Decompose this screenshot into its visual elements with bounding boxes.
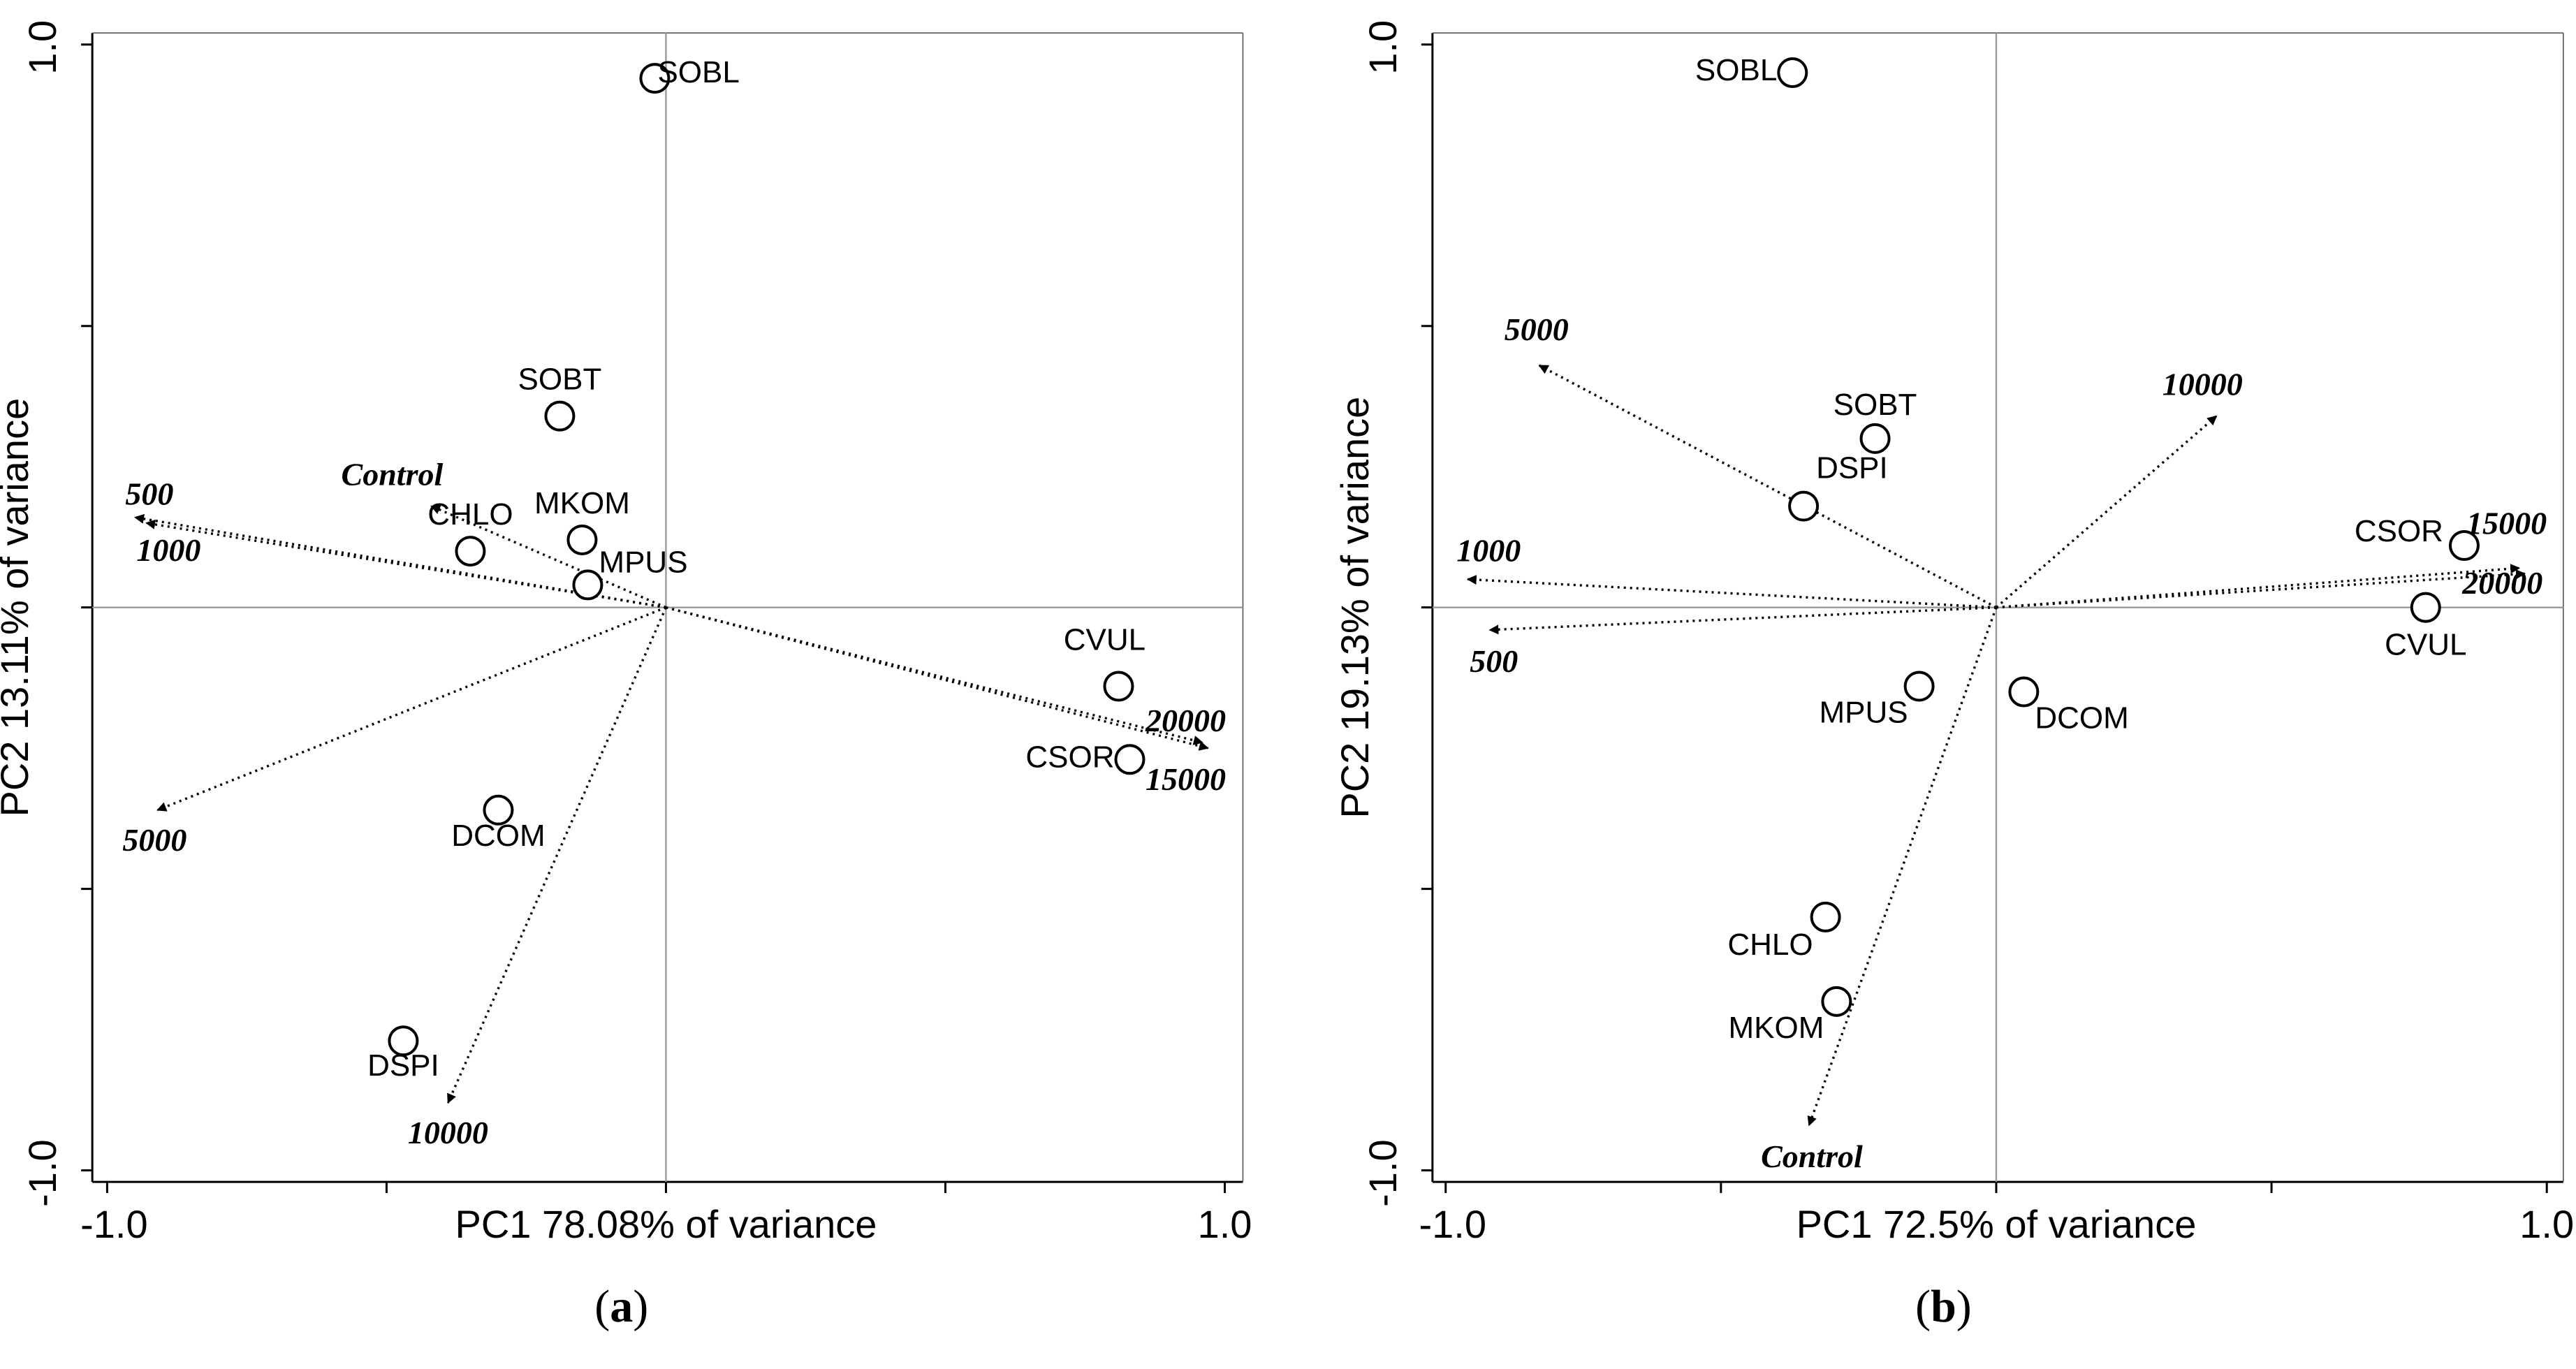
species-point-chlo: [455, 536, 486, 567]
vector-arrow-15000: [666, 606, 1203, 745]
species-point-sobl: [1777, 57, 1808, 89]
species-point-sobt: [1859, 423, 1891, 454]
y-tick-label: -1.0: [1361, 1139, 1405, 1207]
vector-arrow-15000: [1996, 569, 2526, 609]
species-label-chlo: CHLO: [1727, 928, 1813, 962]
species-label-dspi: DSPI: [1816, 451, 1888, 485]
vector-arrow-20000: [666, 606, 1209, 751]
panel-a-biplot: -1.0 1.0 -1.0 1.0 PC1 78.08% of variance PC2 …: [0, 20, 1252, 1332]
species-label-dspi: DSPI: [367, 1048, 439, 1083]
species-label-sobl: SOBL: [657, 55, 739, 89]
vector-label-500: 500: [125, 476, 173, 512]
vector-arrow-5000: [156, 606, 667, 812]
species-point-mpus: [1903, 671, 1935, 702]
species-label-csor: CSOR: [1025, 740, 1114, 774]
species-point-mpus: [572, 569, 603, 601]
species-label-mkom: MKOM: [1728, 1011, 1824, 1045]
vector-label-10000: 10000: [408, 1115, 488, 1150]
vector-arrow-1000: [1466, 575, 1997, 609]
species-point-sobt: [544, 400, 576, 432]
vector-arrow-control: [430, 505, 667, 609]
species-point-mkom: [566, 524, 598, 555]
y-axis-title: PC2 13.11% of variance: [0, 398, 36, 817]
panel-letter: (a): [594, 1281, 648, 1332]
species-label-dcom: DCOM: [2035, 701, 2128, 735]
panel-b-biplot: -1.0 1.0 -1.0 1.0 PC1 72.5% of variance PC2 1…: [1333, 20, 2574, 1332]
vector-arrow-10000: [1995, 415, 2218, 608]
species-point-dspi: [1788, 490, 1820, 522]
species-point-mkom: [1821, 986, 1852, 1017]
x-axis-title: PC1 78.08% of variance: [455, 1202, 877, 1246]
vector-arrow-5000: [1538, 364, 1997, 609]
species-label-dcom: DCOM: [451, 819, 545, 853]
species-point-cvul: [1103, 671, 1134, 702]
vector-arrow-500: [1488, 606, 1997, 635]
x-axis-title: PC1 72.5% of variance: [1796, 1202, 2197, 1246]
vector-label-5000: 5000: [1505, 312, 1569, 347]
y-tick-label: 1.0: [20, 20, 64, 75]
vector-label-15000: 15000: [1146, 761, 1226, 797]
vector-label-1000: 1000: [1456, 532, 1521, 568]
species-point-csor: [2448, 530, 2480, 562]
x-tick-label: -1.0: [80, 1202, 148, 1246]
vector-arrow-20000: [1996, 564, 2521, 609]
x-tick-label: 1.0: [2519, 1202, 2574, 1246]
vector-label-15000: 15000: [2466, 505, 2547, 541]
y-tick-label: 1.0: [1361, 20, 1405, 75]
panel-letter: (b): [1915, 1281, 1972, 1332]
species-point-csor: [1114, 744, 1146, 775]
vector-label-10000: 10000: [2162, 367, 2243, 402]
species-label-mpus: MPUS: [1819, 695, 1908, 729]
species-point-dspi: [388, 1025, 419, 1057]
species-point-cvul: [2410, 592, 2441, 623]
vector-arrow-10000: [446, 606, 667, 1104]
species-point-dcom: [2008, 676, 2040, 708]
species-label-cvul: CVUL: [1064, 622, 1146, 657]
y-axis-title: PC2 19.13% of variance: [1333, 397, 1377, 819]
species-label-sobl: SOBL: [1695, 53, 1777, 87]
species-label-chlo: CHLO: [427, 497, 513, 532]
vector-label-1000: 1000: [136, 532, 200, 568]
x-tick-label: -1.0: [1419, 1202, 1486, 1246]
species-label-csor: CSOR: [2355, 514, 2443, 548]
vector-label-500: 500: [1470, 643, 1518, 679]
vector-label-5000: 5000: [122, 822, 186, 858]
species-label-mkom: MKOM: [534, 486, 630, 520]
species-label-sobt: SOBT: [518, 363, 602, 397]
species-label-mpus: MPUS: [599, 545, 687, 579]
vector-label-control: Control: [1761, 1139, 1863, 1174]
species-point-sobl: [639, 63, 671, 94]
x-tick-label: 1.0: [1198, 1202, 1252, 1246]
species-label-sobt: SOBT: [1834, 388, 1917, 422]
y-tick-label: -1.0: [20, 1139, 64, 1207]
vector-label-20000: 20000: [2461, 565, 2542, 601]
vector-arrow-control: [1807, 607, 1998, 1127]
vector-label-20000: 20000: [1145, 703, 1226, 738]
species-point-chlo: [1810, 901, 1841, 932]
species-label-cvul: CVUL: [2385, 628, 2466, 662]
vector-label-control: Control: [342, 457, 444, 492]
species-point-dcom: [483, 794, 514, 826]
